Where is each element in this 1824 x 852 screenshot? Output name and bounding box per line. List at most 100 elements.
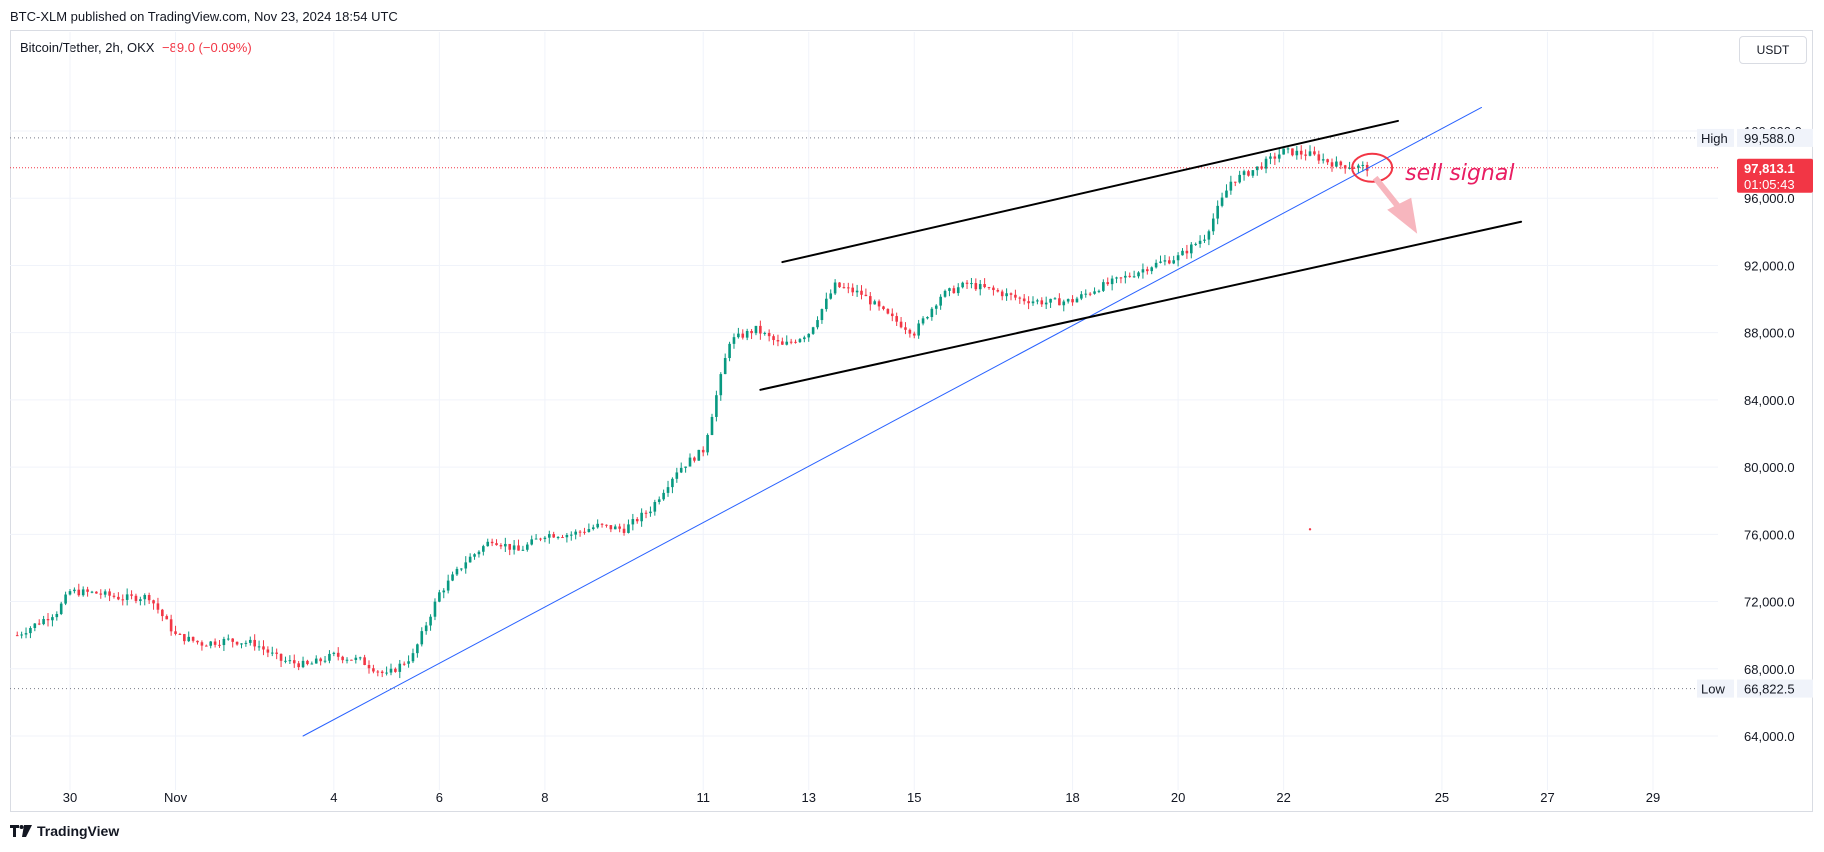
candle	[55, 611, 59, 621]
candle	[745, 328, 749, 341]
candle	[1080, 291, 1083, 301]
candle	[51, 614, 54, 627]
candle-body	[37, 623, 41, 625]
candle	[279, 653, 283, 668]
candle	[543, 536, 547, 543]
candle-body	[842, 287, 846, 289]
candle	[477, 550, 481, 558]
candle	[851, 283, 855, 296]
candle-body	[1291, 148, 1294, 156]
candle-body	[1154, 262, 1158, 268]
candle-body	[1282, 148, 1285, 155]
candle-body	[578, 531, 582, 533]
x-tick-label: 15	[907, 790, 921, 805]
currency-button[interactable]: USDT	[1739, 36, 1807, 64]
candle	[1062, 299, 1066, 312]
candle-body	[1352, 167, 1356, 169]
candle	[341, 655, 344, 664]
candle	[1088, 292, 1092, 297]
candle	[1049, 298, 1052, 308]
candle-body	[767, 332, 771, 337]
candle-body	[244, 642, 248, 644]
candle-body	[46, 619, 50, 621]
candle	[1000, 289, 1004, 301]
candle	[424, 621, 428, 635]
candle-body	[15, 635, 19, 637]
candle	[776, 334, 780, 347]
candle-body	[1066, 299, 1070, 302]
candle-body	[583, 531, 586, 533]
candle-body	[77, 589, 81, 596]
candle-body	[103, 591, 107, 595]
candle-body	[165, 616, 169, 620]
candle	[1321, 153, 1325, 164]
x-tick-label: 18	[1065, 790, 1079, 805]
candle	[723, 353, 727, 375]
x-tick-label: 29	[1646, 790, 1660, 805]
candle	[306, 659, 309, 666]
low-badge-value-bg	[1737, 679, 1813, 698]
candle-body	[701, 449, 705, 453]
candle	[838, 282, 841, 288]
candle-body	[934, 305, 938, 309]
high-badge-tag: High	[1701, 131, 1728, 146]
candle-body	[1317, 154, 1321, 161]
x-tick-label: 8	[541, 790, 548, 805]
candle-body	[1022, 298, 1026, 302]
candle	[86, 586, 89, 597]
candle	[1172, 255, 1176, 265]
candle-body	[451, 574, 454, 581]
candle	[899, 316, 903, 329]
candle-body	[143, 594, 147, 600]
candle-body	[1124, 275, 1127, 278]
candle	[842, 282, 846, 289]
candle-body	[873, 301, 876, 305]
candle-body	[20, 634, 23, 636]
candle	[864, 288, 868, 297]
candle-body	[1132, 276, 1136, 278]
candle	[811, 326, 815, 335]
candle	[1018, 296, 1022, 304]
candle-body	[350, 659, 353, 661]
candle	[1150, 266, 1154, 275]
candle	[974, 278, 978, 291]
candle	[1198, 235, 1202, 248]
candle-body	[1335, 161, 1338, 167]
candle	[1141, 263, 1145, 279]
signal-circle[interactable]	[1351, 152, 1394, 183]
candle	[495, 539, 498, 546]
candle	[983, 278, 986, 289]
candle	[468, 553, 472, 563]
candle-body	[1000, 291, 1004, 297]
candle-body	[394, 668, 397, 672]
channel-lower-line[interactable]	[759, 220, 1523, 391]
candle-body	[864, 294, 868, 297]
candle-body	[1299, 150, 1303, 155]
candle-body	[64, 594, 67, 604]
candle-body	[1058, 298, 1061, 306]
candle	[1093, 287, 1096, 295]
candle-body	[284, 660, 287, 662]
candle-body	[117, 596, 120, 600]
candle	[345, 657, 349, 664]
candle	[402, 661, 406, 666]
candle-body	[438, 592, 441, 602]
candle-body	[1357, 165, 1360, 168]
candle	[978, 279, 982, 296]
candle-body	[112, 595, 116, 597]
candle-body	[534, 538, 538, 540]
candle	[262, 640, 265, 656]
candle	[534, 534, 538, 540]
candle	[1255, 166, 1259, 176]
candle	[380, 670, 384, 678]
candle-body	[460, 568, 463, 570]
channel-upper-line[interactable]	[781, 119, 1399, 264]
candle-body	[257, 646, 261, 648]
candle	[429, 614, 432, 631]
trendline[interactable]	[302, 106, 1483, 737]
candle-body	[978, 284, 982, 290]
candle	[759, 320, 762, 340]
candle	[420, 627, 424, 647]
candle	[679, 462, 683, 474]
